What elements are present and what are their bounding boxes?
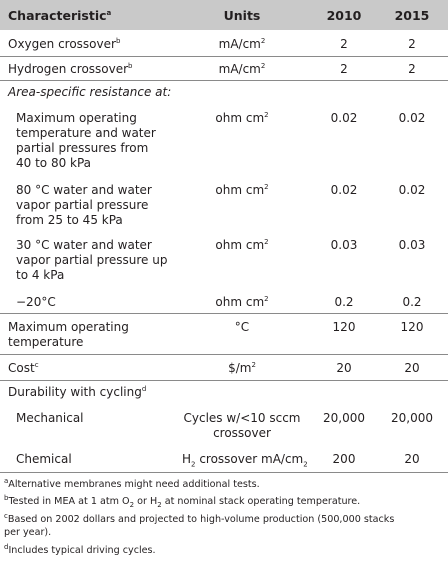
- row-oxygen-units: mA/cm2: [218, 37, 266, 51]
- footnote-d: dIncludes typical driving cycles.: [4, 542, 156, 556]
- asr-minus20-units: ohm cm2: [215, 295, 269, 309]
- max-temp-line1: Maximum operating: [8, 320, 129, 334]
- asr-max-2015: 0.02: [398, 111, 426, 125]
- row-oxygen-2015: 2: [408, 37, 416, 51]
- header-2015: 2015: [394, 8, 430, 23]
- durability-heading: Durability with cyclingd: [8, 385, 147, 399]
- row-divider: [0, 80, 448, 81]
- asr-heading: Area-specific resistance at:: [8, 85, 172, 99]
- max-temp-2010: 120: [332, 320, 356, 334]
- asr-minus20-2015: 0.2: [402, 295, 422, 309]
- asr-30-units: ohm cm2: [215, 238, 269, 252]
- asr-30-2010: 0.03: [330, 238, 358, 252]
- asr-80-line2: vapor partial pressure: [16, 198, 149, 212]
- chemical-2015: 20: [404, 452, 420, 466]
- footnote-c-cont: per year).: [4, 527, 52, 538]
- asr-80-line1: 80 °C water and water: [16, 183, 152, 197]
- asr-30-line2: vapor partial pressure up: [16, 253, 168, 267]
- max-temp-line2: temperature: [8, 335, 84, 349]
- asr-80-2010: 0.02: [330, 183, 358, 197]
- footnote-c: cBased on 2002 dollars and projected to …: [4, 511, 395, 525]
- asr-80-2015: 0.02: [398, 183, 426, 197]
- row-hydrogen-units: mA/cm2: [218, 62, 266, 76]
- row-hydrogen-2015: 2: [408, 62, 416, 76]
- asr-max-2010: 0.02: [330, 111, 358, 125]
- cost-2010: 20: [336, 361, 352, 375]
- asr-80-line3: from 25 to 45 kPa: [16, 213, 123, 227]
- header-characteristic: Characteristica: [8, 8, 112, 23]
- table-header: [0, 0, 448, 30]
- asr-minus20-2010: 0.2: [334, 295, 354, 309]
- row-divider: [0, 354, 448, 355]
- header-2010: 2010: [326, 8, 362, 23]
- asr-30-2015: 0.03: [398, 238, 426, 252]
- asr-max-line3: partial pressures from: [16, 141, 149, 155]
- row-oxygen-label: Oxygen crossoverb: [8, 37, 121, 51]
- asr-30-line1: 30 °C water and water: [16, 238, 152, 252]
- chemical-2010: 200: [332, 452, 356, 466]
- mechanical-2010: 20,000: [323, 411, 365, 425]
- row-divider: [0, 380, 448, 381]
- asr-minus20-label: −20°C: [16, 295, 56, 309]
- asr-max-units: ohm cm2: [215, 111, 269, 125]
- cost-units: $/m2: [228, 361, 256, 375]
- row-divider: [0, 472, 448, 473]
- footnote-a: aAlternative membranes might need additi…: [4, 476, 260, 490]
- chemical-units: H2 crossover mA/cm2: [182, 452, 308, 469]
- row-hydrogen-2010: 2: [340, 62, 348, 76]
- max-temp-units: °C: [234, 320, 250, 334]
- cost-label: Costc: [8, 361, 39, 375]
- asr-max-line4: 40 to 80 kPa: [16, 156, 92, 170]
- cost-2015: 20: [404, 361, 420, 375]
- mechanical-2015: 20,000: [391, 411, 433, 425]
- asr-30-line3: to 4 kPa: [16, 268, 65, 282]
- asr-max-line1: Maximum operating: [16, 111, 137, 125]
- mechanical-units-line1: Cycles w/<10 sccm: [183, 411, 301, 425]
- row-divider: [0, 56, 448, 57]
- row-divider: [0, 313, 448, 314]
- chemical-label: Chemical: [16, 452, 72, 466]
- asr-max-line2: temperature and water: [16, 126, 156, 140]
- asr-80-units: ohm cm2: [215, 183, 269, 197]
- row-oxygen-2010: 2: [340, 37, 348, 51]
- mechanical-label: Mechanical: [16, 411, 84, 425]
- row-hydrogen-label: Hydrogen crossoverb: [8, 62, 133, 76]
- footnote-b: bTested in MEA at 1 atm O2 or H2 at nomi…: [4, 493, 361, 509]
- mechanical-units-line2: crossover: [213, 426, 271, 440]
- header-units: Units: [223, 8, 261, 23]
- max-temp-2015: 120: [400, 320, 424, 334]
